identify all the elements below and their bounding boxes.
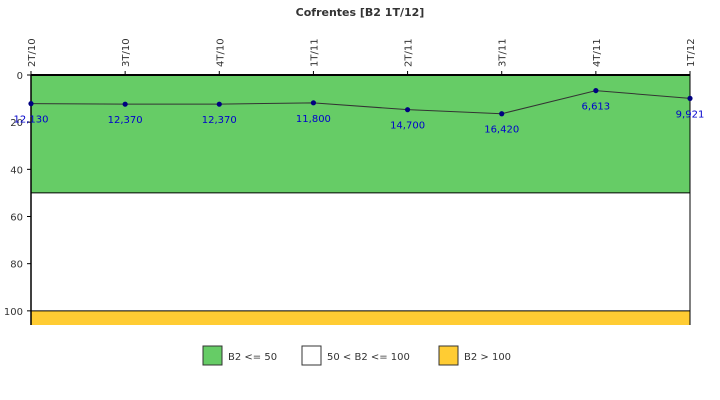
series-line [30,90,691,115]
x-tick-label: 2T/11 [404,38,415,67]
data-point [404,107,411,113]
data-label: 12,370 [202,115,237,126]
x-tick-label: 3T/11 [498,38,509,67]
y-tick-label: 80 [10,260,23,271]
x-tick-label: 4T/11 [592,38,603,67]
band-0 [31,75,690,193]
legend-label: B2 > 100 [464,352,511,363]
x-tick-label: 1T/11 [309,38,320,67]
data-point [499,111,505,117]
axes: 0 20 40 60 80 100 2T/10 3T/10 4T/10 1T/11 2T/11 3T/… [4,38,697,325]
data-label: 12,370 [108,115,143,126]
data-series: 12,130 12,370 12,370 11,800 14,700 16,420 6,61… [14,87,705,136]
x-tick-label: 2T/10 [27,38,38,67]
data-point [593,87,599,94]
y-tick-label: 40 [10,165,23,176]
data-point [28,101,34,107]
legend-swatch [202,345,223,366]
data-label: 9,921 [676,109,705,120]
data-point [687,95,693,101]
x-tick-label: 4T/10 [215,38,226,67]
y-tick-label: 0 [17,71,23,82]
data-label: 16,420 [484,125,519,136]
y-tick-label: 100 [4,307,23,318]
legend-label: 50 < B2 <= 100 [327,352,410,363]
legend: B2 <= 50 50 < B2 <= 100 B2 > 100 [202,345,511,366]
band-1 [31,192,690,311]
data-label: 6,613 [582,102,611,113]
legend-swatch [301,345,322,366]
band-2 [31,310,690,325]
x-tick-label: 1T/12 [686,38,697,67]
data-point [122,101,128,107]
data-label: 11,800 [296,114,331,125]
y-tick-label: 60 [10,213,23,224]
x-tick-label: 3T/10 [121,38,132,67]
legend-swatch [438,345,459,366]
data-point [216,101,222,107]
chart-title: Cofrentes [B2 1T/12] [296,6,425,19]
data-label: 12,130 [14,115,49,126]
y-tick-label: 20 [10,118,23,129]
data-label: 14,700 [390,121,425,132]
legend-label: B2 <= 50 [228,352,277,363]
data-point [310,100,317,106]
